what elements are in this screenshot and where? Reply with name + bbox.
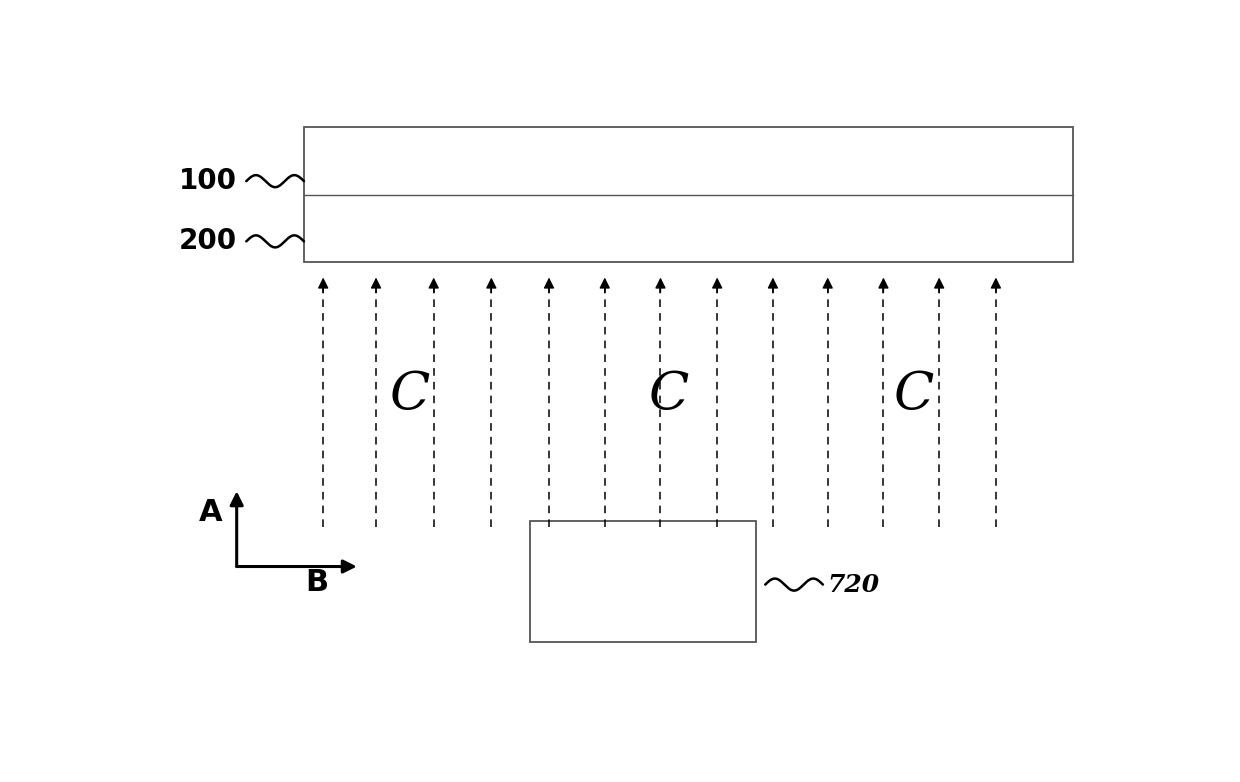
- Text: 100: 100: [179, 167, 237, 196]
- Text: B: B: [305, 569, 329, 597]
- Text: 200: 200: [179, 228, 237, 256]
- Bar: [304, 127, 1073, 263]
- Text: C: C: [894, 369, 935, 421]
- Text: 720: 720: [828, 572, 880, 597]
- Bar: [529, 522, 755, 642]
- Text: C: C: [389, 369, 430, 421]
- Text: A: A: [198, 498, 222, 527]
- Text: C: C: [649, 369, 689, 421]
